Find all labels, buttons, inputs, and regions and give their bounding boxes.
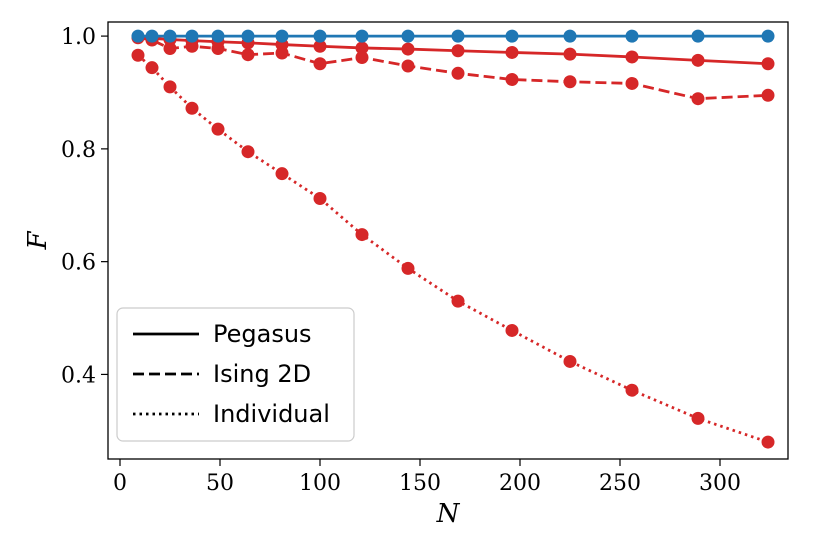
data-point [505,45,519,59]
data-point [313,39,327,53]
data-point [185,39,199,53]
series-line [137,54,769,444]
x-tick-label: 0 [113,471,127,496]
data-point [761,88,775,102]
data-point [691,92,705,106]
data-point [241,29,255,43]
data-point [563,354,577,368]
data-point [131,48,145,62]
data-point [451,29,465,43]
data-point [625,76,639,90]
y-tick-label: 0.4 [61,363,96,388]
data-point [761,57,775,71]
data-point [275,167,289,181]
legend-label: Ising 2D [213,360,311,388]
x-tick-label: 250 [599,471,641,496]
legend-label: Pegasus [213,320,312,348]
data-point [313,191,327,205]
data-point [691,53,705,67]
data-point [401,42,415,56]
legend-box [116,307,355,442]
x-tick-label: 50 [206,471,234,496]
data-point [163,80,177,94]
data-point [313,57,327,71]
x-axis-label: N [436,499,461,529]
data-point [131,29,145,43]
data-point [355,51,369,65]
series-individual [131,48,775,449]
data-point [451,294,465,308]
data-point [563,29,577,43]
data-point [761,435,775,449]
data-point [625,383,639,397]
data-point [185,101,199,115]
data-point [505,29,519,43]
data-point [275,46,289,60]
data-point [401,29,415,43]
data-point [625,29,639,43]
data-point [241,145,255,159]
x-tick-label: 100 [299,471,341,496]
data-point [313,29,327,43]
y-tick-label: 0.8 [61,138,96,163]
data-point [355,29,369,43]
series-line [137,35,769,66]
data-point [145,61,159,75]
data-point [691,29,705,43]
data-point [451,66,465,80]
x-tick-label: 200 [499,471,541,496]
data-point [211,29,225,43]
data-point [451,44,465,58]
series-layer [131,29,775,449]
data-point [211,122,225,136]
y-tick-label: 0.6 [61,251,96,276]
y-axis-label: F [23,231,53,251]
data-point [401,261,415,275]
data-point [761,29,775,43]
data-point [355,228,369,242]
series-line [137,36,769,101]
x-tick-label: 150 [399,471,441,496]
x-tick-label: 300 [699,471,741,496]
data-point [355,41,369,55]
data-point [505,323,519,337]
ticks-layer: 0 50 100 150 200 250 300 0.4 0.6 0.8 1.0 [61,25,741,496]
y-tick-label: 1.0 [61,25,96,50]
data-point [691,411,705,425]
data-point [241,48,255,62]
data-point [211,42,225,55]
data-point [401,59,415,73]
data-point [163,29,177,43]
data-point [625,50,639,64]
data-point [505,73,519,87]
data-point [563,47,577,61]
data-point [275,29,289,43]
data-point [163,42,177,55]
legend: Pegasus Ising 2D Individual [116,307,355,442]
data-point [563,75,577,89]
series-reference-3 [131,29,775,43]
data-point [185,29,199,43]
legend-label: Individual [213,400,330,428]
plot-frame [107,21,789,460]
data-point [145,29,159,43]
